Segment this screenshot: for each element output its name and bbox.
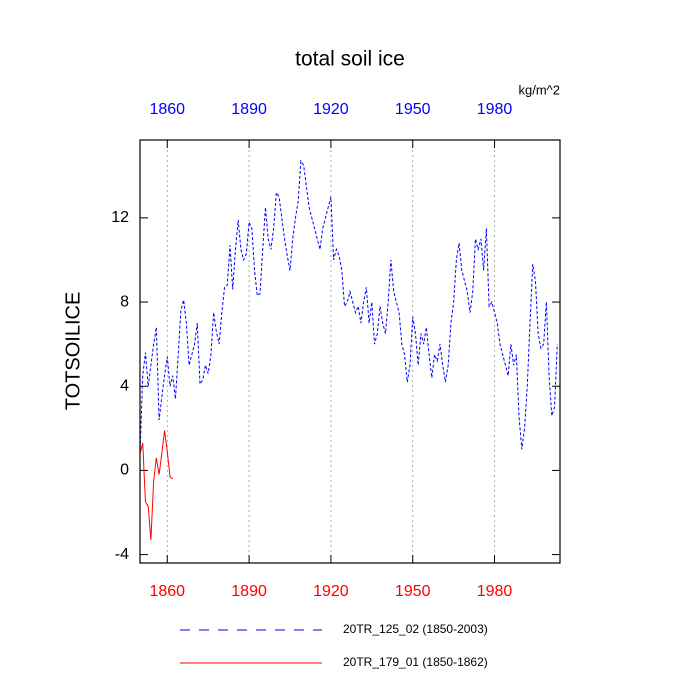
x-tick-label: 1950 — [395, 583, 431, 600]
x-tick-label-top: 1920 — [313, 101, 349, 118]
chart-title: total soil ice — [295, 48, 405, 71]
x-tick-label-top: 1980 — [477, 101, 513, 118]
legend-label: 20TR_125_02 (1850-2003) — [343, 622, 488, 636]
x-tick-label-top: 1890 — [231, 101, 267, 118]
series-line — [139, 159, 558, 454]
x-tick-label-top: 1860 — [149, 101, 185, 118]
units-label: kg/m^2 — [518, 82, 560, 97]
y-tick-label: 0 — [120, 462, 129, 479]
y-tick-label: 12 — [111, 209, 129, 226]
legend-label: 20TR_179_01 (1850-1862) — [343, 655, 488, 669]
x-tick-label: 1980 — [477, 583, 513, 600]
y-tick-label: 4 — [120, 377, 129, 394]
y-tick-label: -4 — [115, 546, 129, 563]
y-tick-label: 8 — [120, 293, 129, 310]
y-axis-label: TOTSOILICE — [62, 292, 84, 411]
x-tick-label-top: 1950 — [395, 101, 431, 118]
series-line — [139, 430, 174, 540]
x-tick-label: 1890 — [231, 583, 267, 600]
x-tick-label: 1860 — [149, 583, 185, 600]
x-tick-label: 1920 — [313, 583, 349, 600]
plot-frame — [139, 139, 561, 564]
